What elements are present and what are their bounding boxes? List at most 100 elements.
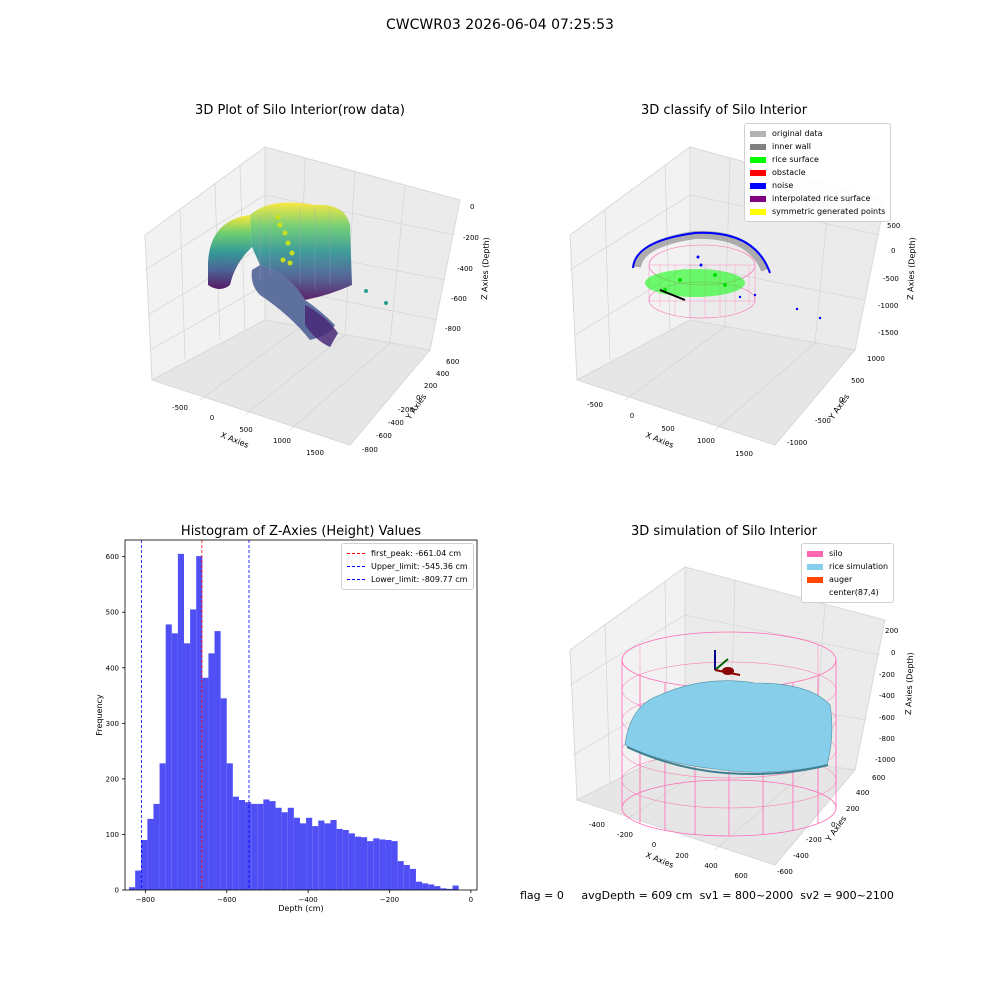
- legend-item-noise: noise: [750, 179, 885, 192]
- legend-line: [347, 566, 365, 567]
- histogram-bar: [373, 838, 380, 890]
- legend-item-auger: auger: [807, 573, 888, 586]
- svg-text:0: 0: [210, 414, 214, 422]
- y-tick-label: 400: [106, 664, 119, 672]
- svg-text:-200: -200: [617, 831, 633, 839]
- histogram-bar: [336, 828, 343, 890]
- legend-item-original-data: original data: [750, 127, 885, 140]
- legend-item-interpolated-rice-surface: interpolated rice surface: [750, 192, 885, 205]
- legend-item-inner-wall: inner wall: [750, 140, 885, 153]
- legend-swatch: [750, 208, 766, 215]
- plot1-z-axis-label: Z Axies (Depth): [480, 237, 491, 300]
- svg-text:-600: -600: [376, 432, 392, 440]
- svg-text:0: 0: [470, 203, 474, 211]
- histogram-bar: [367, 841, 374, 890]
- svg-text:600: 600: [734, 872, 747, 880]
- histogram-bar: [342, 830, 349, 890]
- legend-item-symmetric-generated-points: symmetric generated points: [750, 205, 885, 218]
- plot4-title: 3D simulation of Silo Interior: [631, 524, 817, 539]
- plot4-y-axis-label: Y Axies: [824, 814, 849, 844]
- svg-text:0: 0: [652, 841, 656, 849]
- histogram-bar: [440, 888, 447, 890]
- histogram-bar: [208, 653, 215, 890]
- legend-swatch: [750, 156, 766, 163]
- plot2-x-axis-label: X Axies: [644, 431, 675, 450]
- svg-text:-400: -400: [793, 852, 809, 860]
- histogram-y-ticks: 0 100 200 300 400 500 600: [106, 553, 125, 895]
- svg-text:-800: -800: [879, 735, 895, 743]
- y-tick-label: 0: [115, 887, 119, 895]
- legend-swatch: [750, 169, 766, 176]
- histogram-bar: [269, 801, 276, 890]
- plot1-title: 3D Plot of Silo Interior(row data): [195, 103, 405, 118]
- histogram-axes-frame: [124, 539, 478, 891]
- legend-item-first-peak: first_peak: -661.04 cm: [347, 547, 468, 560]
- svg-text:0: 0: [416, 394, 420, 402]
- histogram-bar: [397, 861, 404, 890]
- histogram-bar: [324, 823, 331, 890]
- plot1-3d-axes: -500 0 500 1000 1500 X Axies 600 400 200…: [144, 146, 491, 457]
- legend-item-center: center(87,4): [807, 586, 888, 599]
- histogram-bar: [226, 763, 233, 890]
- plot4-legend: silo rice simulation auger center(87,4): [801, 543, 895, 603]
- plot2-y-tick-labels: 1000 500 0 -500 -1000: [787, 355, 885, 447]
- histogram-title: Histogram of Z-Axies (Height) Values: [180, 524, 422, 539]
- y-tick-label: 100: [106, 831, 119, 839]
- histogram-bar: [428, 884, 435, 890]
- svg-text:0: 0: [891, 247, 895, 255]
- svg-text:500: 500: [851, 377, 864, 385]
- svg-text:-800: -800: [445, 325, 461, 333]
- histogram-bar: [275, 807, 282, 890]
- histogram-bar: [354, 836, 362, 890]
- auger-marker: [714, 650, 741, 676]
- plot2-classified-points: [632, 230, 822, 320]
- x-tick-label: 0: [469, 896, 473, 904]
- histogram-bar: [409, 868, 416, 890]
- status-footer: flag = 0 avgDepth = 609 cm sv1 = 800~200…: [520, 889, 894, 902]
- histogram-bar: [379, 839, 386, 890]
- histogram-legend: first_peak: -661.04 cm Upper_limit: -545…: [341, 543, 474, 590]
- legend-swatch: [750, 182, 766, 189]
- svg-text:-500: -500: [815, 417, 831, 425]
- histogram-bar: [293, 817, 300, 890]
- histogram-bar: [202, 677, 209, 890]
- plot4-x-axis-label: X Axies: [644, 851, 675, 870]
- legend-swatch: [807, 590, 823, 596]
- plot4-z-axis-label: Z Axies (Depth): [904, 652, 915, 715]
- svg-text:-400: -400: [589, 821, 605, 829]
- histogram-bar: [348, 833, 355, 890]
- plot4-z-tick-labels: 200 0 -200 -400 -600 -800 -1000: [875, 627, 898, 764]
- svg-text:-1000: -1000: [787, 439, 807, 447]
- legend-item-upper-limit: Upper_limit: -545.36 cm: [347, 560, 468, 573]
- y-tick-label: 300: [106, 720, 119, 728]
- histogram-bar: [385, 840, 392, 890]
- legend-swatch: [750, 130, 766, 137]
- histogram-bar: [190, 609, 197, 890]
- plot4-y-tick-labels: 600 400 200 0 -200 -400 -600: [777, 774, 885, 876]
- legend-item-rice-surface: rice surface: [750, 153, 885, 166]
- svg-text:-200: -200: [398, 406, 414, 414]
- svg-text:-1000: -1000: [875, 756, 895, 764]
- histogram-bar: [232, 796, 239, 890]
- svg-text:-500: -500: [172, 404, 188, 412]
- svg-text:1000: 1000: [867, 355, 885, 363]
- histogram-bar: [129, 887, 136, 890]
- svg-text:-600: -600: [777, 868, 793, 876]
- histogram-bar: [452, 885, 459, 890]
- svg-text:400: 400: [704, 862, 717, 870]
- histogram-bar: [287, 807, 294, 890]
- histogram-reference-lines: [140, 540, 250, 890]
- legend-item-obstacle: obstacle: [750, 166, 885, 179]
- svg-text:-1500: -1500: [878, 329, 898, 337]
- histogram-bar: [214, 631, 221, 890]
- svg-text:500: 500: [661, 425, 674, 433]
- histogram-bar: [171, 633, 178, 890]
- avg-depth-value: avgDepth = 609 cm: [581, 889, 693, 902]
- svg-text:-400: -400: [388, 419, 404, 427]
- svg-text:1500: 1500: [735, 450, 753, 458]
- svg-text:-200: -200: [879, 671, 895, 679]
- svg-text:-500: -500: [883, 275, 899, 283]
- svg-text:600: 600: [446, 358, 459, 366]
- legend-item-silo: silo: [807, 547, 888, 560]
- x-tick-label: −800: [136, 896, 155, 904]
